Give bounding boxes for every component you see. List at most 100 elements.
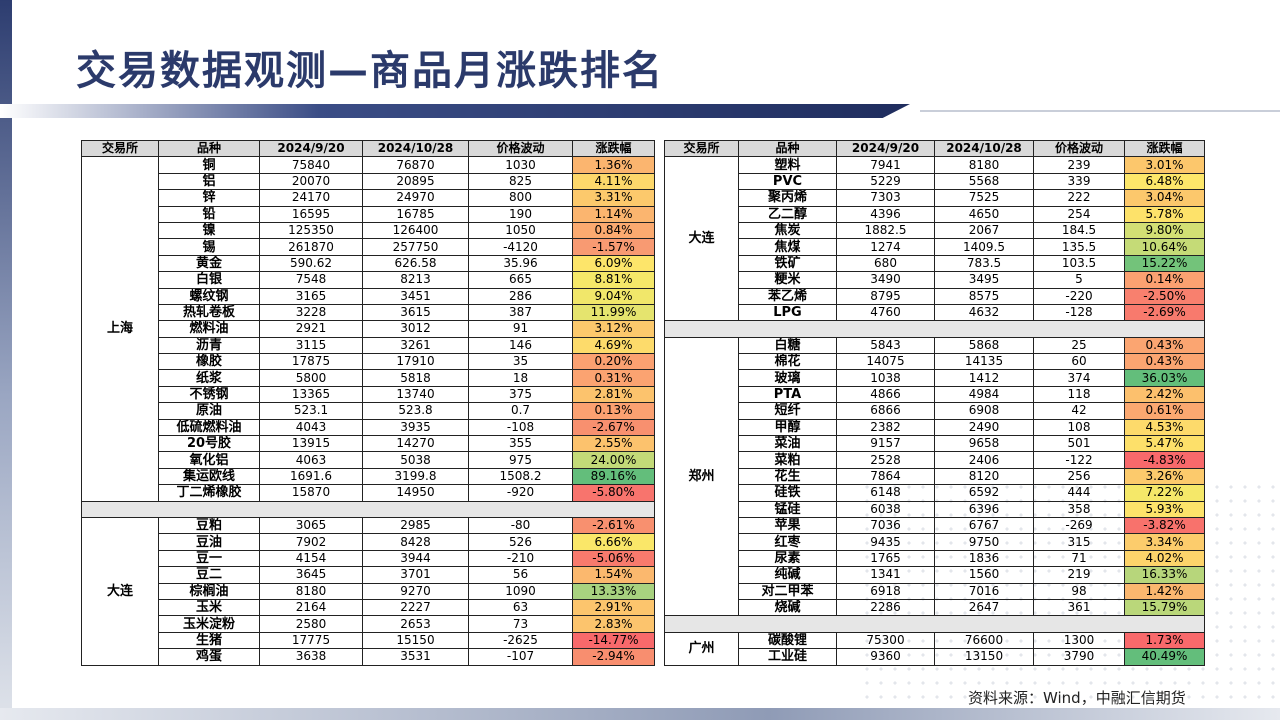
price-end-cell: 3012	[362, 320, 469, 338]
pct-change-cell: 1.42%	[1124, 582, 1205, 600]
price-end-cell: 16785	[362, 205, 469, 223]
price-end-cell: 257750	[362, 238, 469, 256]
pct-change-cell: -2.50%	[1124, 287, 1205, 305]
pct-change-cell: 3.01%	[1124, 156, 1205, 174]
price-change-cell: 42	[1033, 402, 1125, 420]
pct-change-cell: 6.66%	[572, 533, 655, 551]
price-change-cell: 60	[1033, 353, 1125, 371]
price-start-cell: 4396	[836, 205, 935, 223]
table-row: 菜油 9157 9658 501 5.47%	[665, 435, 1205, 453]
price-change-cell: 286	[468, 287, 573, 305]
table-row: 纯碱 1341 1560 219 16.33%	[665, 566, 1205, 584]
commodity-name-cell: 白糖	[738, 336, 837, 355]
commodity-name-cell: 纸浆	[158, 369, 260, 387]
commodity-name-cell: 甲醇	[738, 418, 837, 437]
table-row: 铝 20070 20895 825 4.11%	[82, 172, 655, 191]
pct-change-cell: -14.77%	[572, 631, 655, 650]
price-start-cell: 6148	[836, 484, 935, 502]
price-change-cell: 315	[1033, 533, 1125, 551]
pct-change-cell: -1.57%	[572, 238, 655, 256]
price-end-cell: 2490	[934, 418, 1034, 437]
table-row: 丁二烯橡胶 15870 14950 -920 -5.80%	[82, 484, 655, 502]
price-start-cell: 3115	[259, 336, 363, 355]
price-end-cell: 2653	[362, 615, 469, 633]
column-header: 2024/10/28	[362, 139, 469, 158]
right-commodity-table: 交易所 品种 2024/9/20 2024/10/28 价格波动 涨跌幅 大连 塑料 7941…	[664, 139, 1205, 666]
price-change-cell: 71	[1033, 549, 1125, 568]
price-change-cell: 239	[1033, 156, 1125, 174]
price-change-cell: 1050	[468, 221, 573, 240]
pct-change-cell: 8.81%	[572, 271, 655, 289]
commodity-name-cell: 粳米	[738, 271, 837, 289]
table-row: 玉米淀粉 2580 2653 73 2.83%	[82, 615, 655, 633]
price-start-cell: 4760	[836, 303, 935, 322]
price-end-cell: 3935	[362, 418, 469, 437]
column-header: 涨跌幅	[572, 139, 655, 158]
table-row: 不锈钢 13365 13740 375 2.81%	[82, 385, 655, 404]
commodity-name-cell: 鸡蛋	[158, 648, 260, 666]
price-start-cell: 7303	[836, 189, 935, 207]
commodity-name-cell: 白银	[158, 271, 260, 289]
left-commodity-table: 交易所 品种 2024/9/20 2024/10/28 价格波动 涨跌幅 上海铜 75840…	[81, 139, 655, 666]
pct-change-cell: 1.73%	[1124, 631, 1205, 650]
table-row: 大连 塑料 7941 8180 239 3.01%	[664, 156, 1205, 322]
table-row: 工业硅 9360 13150 3790 40.49%	[665, 648, 1205, 666]
table-row: 集运欧线 1691.6 3199.8 1508.2 89.16%	[82, 467, 655, 486]
table-row: LPG 4760 4632 -128 -2.69%	[665, 303, 1205, 322]
price-start-cell: 8180	[259, 582, 363, 600]
separator-cell	[664, 320, 1205, 338]
price-end-cell: 523.8	[362, 402, 469, 420]
table-row: 锡 261870 257750 -4120 -1.57%	[82, 238, 655, 256]
price-change-cell: 355	[468, 435, 573, 453]
price-end-cell: 1560	[934, 566, 1034, 584]
pct-change-cell: 1.54%	[572, 566, 655, 584]
pct-change-cell: 0.31%	[572, 369, 655, 387]
price-change-cell: 98	[1033, 582, 1125, 600]
price-end-cell: 13150	[934, 648, 1034, 666]
pct-change-cell: 3.31%	[572, 189, 655, 207]
commodity-name-cell: 生猪	[158, 631, 260, 650]
pct-change-cell: 0.14%	[1124, 271, 1205, 289]
price-change-cell: 361	[1033, 598, 1125, 617]
price-change-cell: 18	[468, 369, 573, 387]
table-row: 铁矿 680 783.5 103.5 15.22%	[665, 254, 1205, 273]
column-header: 2024/10/28	[934, 139, 1034, 158]
price-change-cell: 184.5	[1033, 221, 1125, 240]
commodity-name-cell: 尿素	[738, 549, 837, 568]
price-change-cell: 3790	[1033, 648, 1125, 666]
price-end-cell: 7525	[934, 189, 1034, 207]
price-start-cell: 523.1	[259, 402, 363, 420]
price-end-cell: 6908	[934, 402, 1034, 420]
price-start-cell: 8795	[836, 287, 935, 305]
commodity-name-cell: 棕榈油	[158, 582, 260, 600]
price-start-cell: 16595	[259, 205, 363, 223]
price-end-cell: 8213	[362, 271, 469, 289]
price-change-cell: 1508.2	[468, 467, 573, 486]
price-start-cell: 3165	[259, 287, 363, 305]
price-end-cell: 3615	[362, 303, 469, 322]
price-change-cell: 146	[468, 336, 573, 355]
pct-change-cell: -2.67%	[572, 418, 655, 437]
commodity-name-cell: 乙二醇	[738, 205, 837, 223]
price-start-cell: 75840	[259, 156, 363, 174]
commodity-name-cell: 原油	[158, 402, 260, 420]
commodity-name-cell: 苯乙烯	[738, 287, 837, 305]
price-start-cell: 1274	[836, 238, 935, 256]
price-change-cell: 526	[468, 533, 573, 551]
table-row: 棉花 14075 14135 60 0.43%	[665, 353, 1205, 371]
table-row: 棕榈油 8180 9270 1090 13.33%	[82, 582, 655, 600]
commodity-name-cell: 碳酸锂	[738, 631, 837, 650]
commodity-name-cell: 豆粕	[158, 516, 260, 535]
pct-change-cell: 0.20%	[572, 353, 655, 371]
table-row: 豆油 7902 8428 526 6.66%	[82, 533, 655, 551]
commodity-name-cell: 菜粕	[738, 451, 837, 469]
commodity-name-cell: 菜油	[738, 435, 837, 453]
price-change-cell: 375	[468, 385, 573, 404]
commodity-name-cell: 工业硅	[738, 648, 837, 666]
price-start-cell: 7548	[259, 271, 363, 289]
pct-change-cell: -2.61%	[572, 516, 655, 535]
commodity-name-cell: 聚丙烯	[738, 189, 837, 207]
price-end-cell: 8120	[934, 467, 1034, 486]
table-row: 广州 碳酸锂 75300 76600 1300 1.73%	[664, 631, 1205, 666]
price-change-cell: 254	[1033, 205, 1125, 223]
